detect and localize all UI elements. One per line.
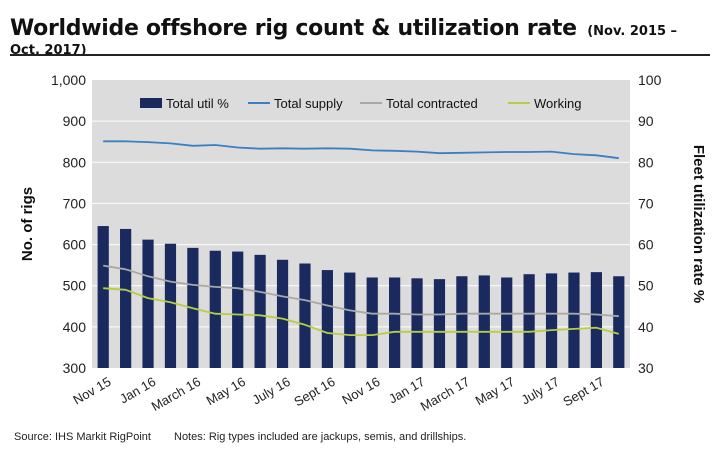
bar-total-util xyxy=(142,239,154,368)
rig-count-chart: 300 400 500 600 700 800 900 1,000 30 40 50 60 70 80 90… xyxy=(19,72,707,414)
bar-total-util xyxy=(590,272,602,368)
legend-label-total-supply: Total supply xyxy=(274,96,343,111)
chart-title: Worldwide offshore rig count & utilizati… xyxy=(10,16,577,41)
bar-total-util xyxy=(321,270,333,368)
line-working xyxy=(103,287,620,337)
line-total-contracted xyxy=(103,264,619,318)
bar-total-util xyxy=(456,276,468,368)
x-tick-label: March 16 xyxy=(149,374,203,414)
bar-total-util xyxy=(120,228,132,368)
series-lines xyxy=(103,140,620,337)
x-tick-label: May 16 xyxy=(204,374,248,408)
bar-total-util xyxy=(232,251,244,368)
x-tick-label: Sept 16 xyxy=(291,374,337,409)
y-left-tick-label: 900 xyxy=(63,113,87,129)
notes-text: Notes: Rig types included are jackups, s… xyxy=(174,431,467,443)
bar-total-util xyxy=(389,277,401,368)
legend-label-total-contracted: Total contracted xyxy=(386,96,478,111)
y-left-tick-label: 300 xyxy=(63,360,87,376)
x-tick-label: Nov 15 xyxy=(70,374,113,408)
y-right-axis-title: Fleet utilization rate % xyxy=(690,145,707,303)
x-tick-label: Nov 16 xyxy=(339,374,382,408)
y-left-tick-label: 500 xyxy=(63,278,87,294)
bar-total-util xyxy=(276,259,289,368)
bar-total-util xyxy=(433,279,446,368)
bar-total-util xyxy=(545,273,558,368)
y-right-tick-label: 90 xyxy=(638,113,654,129)
bar-total-util xyxy=(568,272,580,368)
bar-total-util xyxy=(209,250,221,368)
plot-area xyxy=(92,80,630,368)
bar-total-util xyxy=(299,263,311,368)
bar-total-util xyxy=(97,226,109,368)
y-left-tick-label: 600 xyxy=(63,237,87,253)
y-right-tick-label: 50 xyxy=(638,278,654,294)
y-left-axis-title: No. of rigs xyxy=(19,187,36,261)
bar-total-util xyxy=(164,243,177,368)
y-left-tick-label: 400 xyxy=(63,319,87,335)
bar-total-util xyxy=(613,276,625,368)
bar-total-util xyxy=(478,275,490,368)
y-left-tick-label: 1,000 xyxy=(51,72,86,88)
chart-title-block: Worldwide offshore rig count & utilizati… xyxy=(10,16,710,58)
source-note: Source: IHS Markit RigPoint xyxy=(14,431,151,443)
y-right-tick-label: 80 xyxy=(638,154,654,170)
legend: Total util % Total supply Total contracted… xyxy=(140,96,581,111)
x-tick-label: July 16 xyxy=(250,374,293,408)
bar-total-util xyxy=(501,277,513,368)
legend-label-working: Working xyxy=(534,96,581,111)
footer: Source: IHS Markit RigPoint Notes: Rig t… xyxy=(14,431,486,443)
y-right-tick-label: 30 xyxy=(638,360,654,376)
bar-total-util xyxy=(411,278,423,368)
x-tick-label: March 17 xyxy=(418,374,472,414)
y-right-tick-label: 40 xyxy=(638,319,654,335)
y-right-tick-label: 60 xyxy=(638,237,654,253)
y-right-tick-label: 70 xyxy=(638,195,654,211)
line-total-supply xyxy=(103,140,619,160)
y-right-tick-label: 100 xyxy=(638,72,662,88)
bar-total-util xyxy=(366,277,378,368)
y-left-tick-label: 700 xyxy=(63,195,87,211)
x-tick-label: July 17 xyxy=(519,374,562,408)
bar-total-util xyxy=(344,272,356,368)
gridlines xyxy=(92,120,630,328)
legend-label-total-util-: Total util % xyxy=(166,96,229,111)
bar-total-util xyxy=(254,254,266,368)
legend-swatch-total-util- xyxy=(140,98,162,108)
x-tick-label: Sept 17 xyxy=(560,374,606,409)
x-tick-label: May 17 xyxy=(473,374,517,408)
y-left-tick-label: 800 xyxy=(63,154,87,170)
title-divider xyxy=(10,54,710,56)
bar-total-util xyxy=(523,274,535,368)
